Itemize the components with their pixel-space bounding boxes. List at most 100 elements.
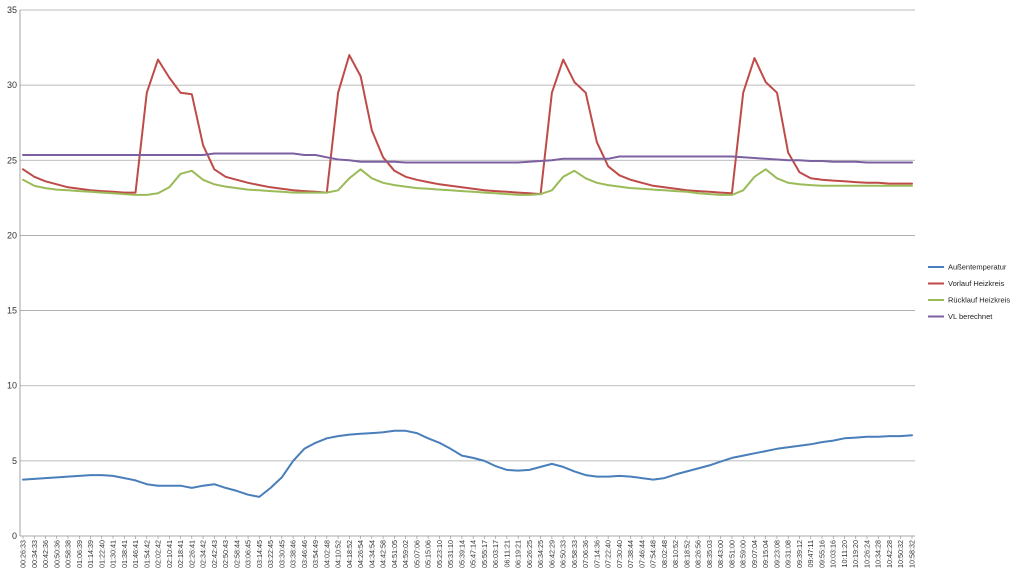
x-tick-label: 03:46:46 bbox=[300, 540, 309, 568]
x-tick-label: 07:06:36 bbox=[581, 540, 590, 568]
x-tick-label: 09:55:16 bbox=[817, 540, 826, 568]
series-line-3 bbox=[22, 152, 913, 164]
x-tick-label: 03:38:46 bbox=[289, 540, 298, 568]
x-tick-label: 03:22:45 bbox=[266, 540, 275, 568]
x-tick-label: 02:26:41 bbox=[187, 540, 196, 568]
gridlines bbox=[20, 9, 915, 462]
x-tick-label: 05:55:17 bbox=[480, 540, 489, 568]
x-tick-label: 00:34:33 bbox=[30, 540, 39, 568]
x-tick-label: 05:39:14 bbox=[457, 540, 466, 568]
x-tick-label: 01:14:39 bbox=[86, 540, 95, 568]
x-tick-label: 08:35:03 bbox=[705, 540, 714, 568]
x-tick-label: 02:58:44 bbox=[232, 540, 241, 568]
x-tick-label: 05:15:06 bbox=[424, 540, 433, 568]
x-tick-label: 06:58:33 bbox=[570, 540, 579, 568]
x-tick-label: 07:46:44 bbox=[637, 540, 646, 568]
x-tick-label: 02:10:41 bbox=[165, 540, 174, 568]
x-tick-label: 04:34:54 bbox=[367, 540, 376, 568]
x-tick-label: 04:10:52 bbox=[334, 540, 343, 568]
x-tick-label: 08:43:00 bbox=[716, 540, 725, 568]
x-tick-label: 10:11:20 bbox=[840, 540, 849, 567]
x-tick-label: 03:06:45 bbox=[244, 540, 253, 568]
legend-label: VL berechnet bbox=[948, 312, 993, 321]
x-tick-label: 06:34:25 bbox=[536, 540, 545, 568]
x-tick-label: 09:23:08 bbox=[772, 540, 781, 568]
y-tick-label: 0 bbox=[12, 531, 17, 541]
x-tick-label: 04:42:58 bbox=[379, 540, 388, 568]
x-tick-label: 10:58:32 bbox=[908, 540, 917, 568]
x-tick-label: 05:07:06 bbox=[412, 540, 421, 568]
x-tick-label: 08:18:52 bbox=[682, 540, 691, 568]
series-line-1 bbox=[22, 54, 913, 196]
y-tick-label: 30 bbox=[7, 80, 17, 90]
x-tick-label: 08:02:48 bbox=[660, 540, 669, 568]
series-lines bbox=[22, 54, 913, 498]
series-line-0 bbox=[22, 429, 913, 498]
x-tick-label: 08:51:00 bbox=[727, 540, 736, 568]
legend-label: Rücklauf Heizkreis bbox=[948, 296, 1010, 305]
x-tick-label: 07:14:36 bbox=[592, 540, 601, 568]
x-tick-label: 08:26:56 bbox=[694, 540, 703, 568]
legend: Außentemperatur Vorlauf Heizkreis Rücklauf… bbox=[928, 263, 1010, 321]
x-tick-label: 10:03:16 bbox=[829, 540, 838, 568]
y-tick-label: 35 bbox=[7, 5, 17, 15]
x-tick-label: 09:15:04 bbox=[761, 540, 770, 568]
x-tick-label: 09:47:11 bbox=[806, 540, 815, 567]
x-tick-label: 06:50:33 bbox=[559, 540, 568, 568]
x-tick-label: 06:26:25 bbox=[525, 540, 534, 568]
x-tick-label: 09:07:04 bbox=[750, 540, 759, 568]
x-tick-label: 09:39:12 bbox=[795, 540, 804, 568]
x-tick-label: 07:38:44 bbox=[626, 540, 635, 568]
x-tick-label: 07:30:40 bbox=[615, 540, 624, 568]
x-tick-label: 01:30:41 bbox=[109, 540, 118, 568]
x-tick-label: 08:59:00 bbox=[739, 540, 748, 568]
x-tick-label: 03:14:45 bbox=[255, 540, 264, 568]
x-tick-label: 09:31:08 bbox=[784, 540, 793, 568]
x-tick-label: 02:34:42 bbox=[199, 540, 208, 568]
legend-label: Außentemperatur bbox=[948, 263, 1007, 272]
x-tick-label: 01:06:39 bbox=[75, 540, 84, 568]
x-tick-label: 02:42:43 bbox=[210, 540, 219, 568]
x-tick-label: 02:18:41 bbox=[176, 540, 185, 568]
x-tick-label: 01:54:42 bbox=[142, 540, 151, 568]
x-tick-label: 04:51:05 bbox=[390, 540, 399, 568]
series-line-2 bbox=[22, 168, 913, 196]
x-tick-label: 00:26:33 bbox=[19, 540, 28, 568]
x-tick-label: 04:18:52 bbox=[345, 540, 354, 568]
y-tick-label: 5 bbox=[12, 456, 17, 466]
x-tick-label: 04:59:02 bbox=[401, 540, 410, 568]
x-tick-label: 00:42:36 bbox=[41, 540, 50, 568]
x-tick-label: 05:31:10 bbox=[446, 540, 455, 568]
x-tick-label: 02:02:42 bbox=[154, 540, 163, 568]
x-tick-label: 07:22:40 bbox=[604, 540, 613, 568]
x-tick-label: 10:50:32 bbox=[896, 540, 905, 568]
x-tick-label: 10:34:28 bbox=[874, 540, 883, 568]
x-tick-label: 04:02:48 bbox=[322, 540, 331, 568]
x-tick-label: 06:42:29 bbox=[547, 540, 556, 568]
x-tick-label: 07:54:48 bbox=[649, 540, 658, 568]
x-tick-label: 10:19:20 bbox=[851, 540, 860, 568]
x-tick-label: 10:42:28 bbox=[885, 540, 894, 568]
x-tick-label: 01:22:40 bbox=[97, 540, 106, 568]
y-tick-label: 20 bbox=[7, 230, 17, 240]
axes: 0 5 10 15 20 25 30 35 00:26:33 00:34:33 00:42:36 00… bbox=[7, 5, 917, 568]
x-tick-label: 04:26:54 bbox=[356, 540, 365, 568]
y-tick-label: 25 bbox=[7, 155, 17, 165]
x-tick-label: 10:26:24 bbox=[862, 540, 871, 568]
x-tick-label: 03:30:45 bbox=[277, 540, 286, 568]
x-tick-label: 05:47:14 bbox=[469, 540, 478, 568]
x-tick-label: 00:58:38 bbox=[64, 540, 73, 568]
legend-label: Vorlauf Heizkreis bbox=[948, 279, 1005, 288]
x-tick-label: 02:50:43 bbox=[221, 540, 230, 568]
x-tick-label: 01:38:41 bbox=[120, 540, 129, 568]
x-tick-label: 06:11:21 bbox=[502, 540, 511, 567]
y-tick-label: 15 bbox=[7, 306, 17, 316]
y-tick-label: 10 bbox=[7, 381, 17, 391]
x-tick-label: 01:46:41 bbox=[131, 540, 140, 568]
x-tick-label: 05:23:10 bbox=[435, 540, 444, 568]
x-tick-label: 06:03:17 bbox=[491, 540, 500, 568]
x-tick-label: 03:54:49 bbox=[311, 540, 320, 568]
x-tick-label: 06:19:21 bbox=[514, 540, 523, 568]
